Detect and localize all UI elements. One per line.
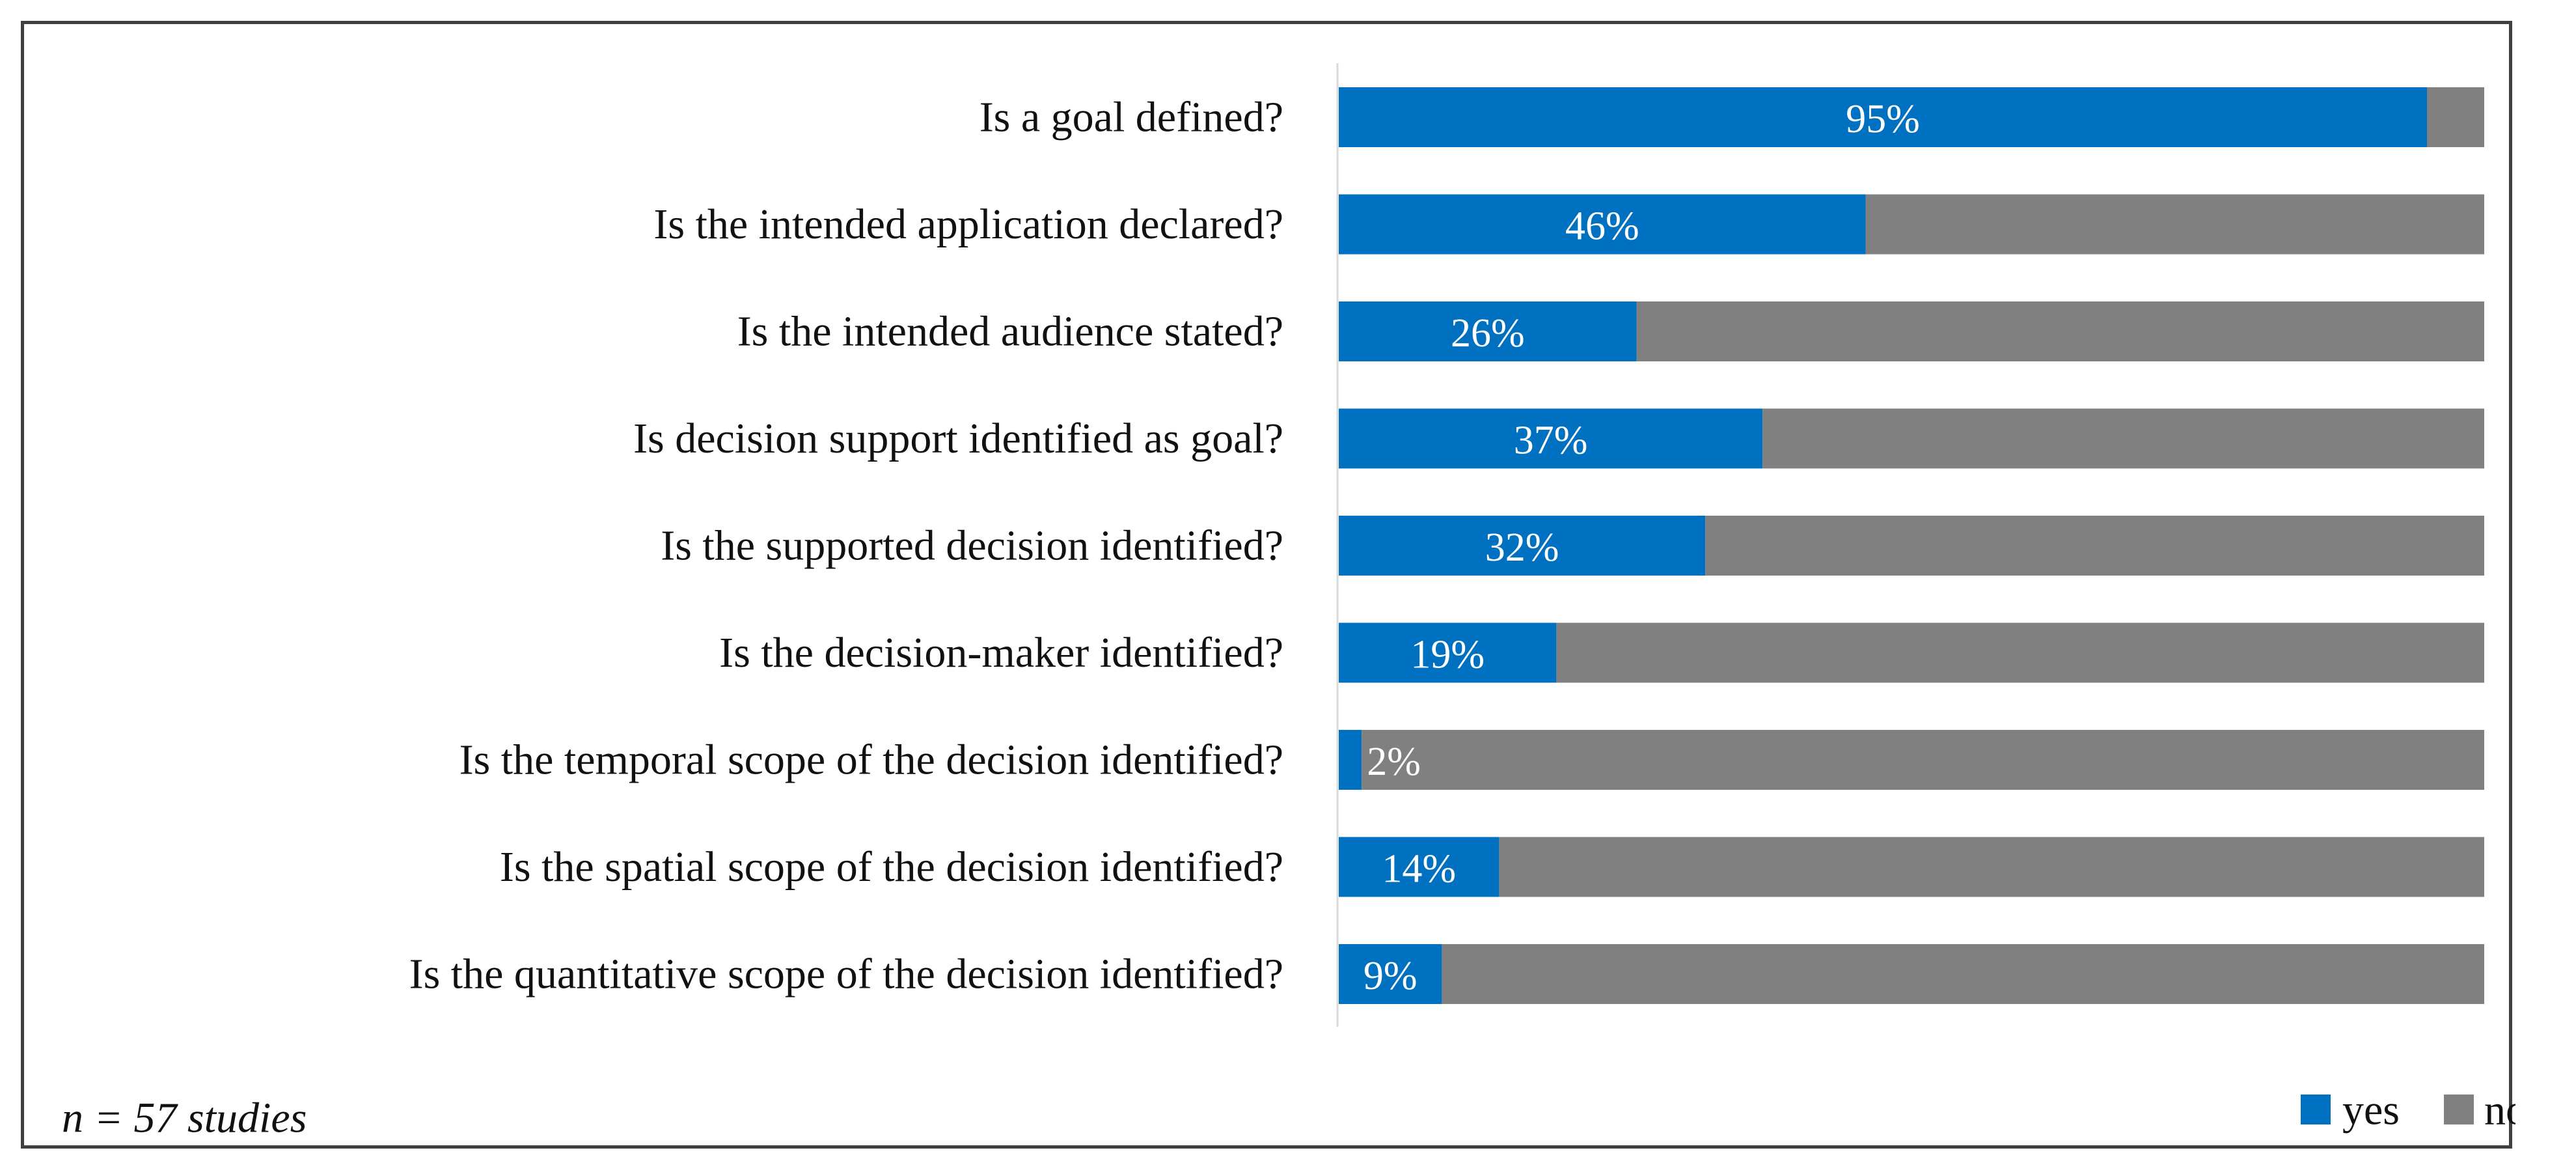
bar-no [1499,837,2484,897]
bar-yes [1339,622,1557,683]
category-label: Is the intended audience stated? [737,308,1283,356]
bar-no [1705,516,2484,576]
note: n = 57 studies [62,1095,307,1142]
bar-no [1762,408,2484,469]
bar-no [1442,944,2484,1004]
bar-no [1556,622,2484,683]
legend-label-no: no [2484,1087,2515,1134]
bar-no [2427,87,2484,147]
value-labels: 95% 46% 26% 37% 32% 19% 2% 14% 9% [1363,97,1920,998]
bar-yes [1339,944,1442,1004]
legend-swatch-yes [2301,1095,2331,1124]
bar-yes [1339,87,2427,147]
category-label: Is decision support identified as goal? [633,415,1283,462]
chart-frame: Is a goal defined? Is the intended applic… [21,21,2515,1149]
data-label: 2% [1367,740,1421,784]
bar-yes [1339,301,1637,361]
sample-size-note: n = 57 studies [62,1095,307,1142]
data-label: 14% [1382,847,1456,891]
bar-yes [1339,194,1866,255]
data-label: 26% [1451,311,1525,356]
bar-yes [1339,516,1706,576]
data-label: 46% [1565,204,1639,249]
bar-no [1865,194,2484,255]
data-label: 32% [1485,525,1559,570]
legend-swatch-no [2444,1095,2474,1124]
category-label: Is a goal defined? [980,94,1283,141]
bar-yes [1339,837,1500,897]
category-label: Is the temporal scope of the decision id… [459,736,1283,784]
bars-layer [1336,63,2484,1027]
bar-no [1362,730,2484,790]
bar-yes [1339,730,1362,790]
category-label: Is the decision-maker identified? [719,629,1283,677]
data-label: 9% [1363,954,1418,998]
bar-no [1636,301,2484,361]
chart-svg: Is a goal defined? Is the intended applic… [62,63,2515,1142]
data-label: 19% [1410,633,1485,677]
category-label: Is the intended application declared? [653,201,1283,248]
category-label: Is the spatial scope of the decision ide… [500,843,1283,891]
legend: yes no [2301,1087,2515,1134]
data-label: 95% [1846,97,1920,141]
legend-label-yes: yes [2342,1087,2400,1134]
category-label: Is the quantitative scope of the decisio… [409,951,1283,998]
data-label: 37% [1514,419,1588,463]
category-label: Is the supported decision identified? [661,522,1283,570]
bar-yes [1339,408,1763,469]
category-labels: Is a goal defined? Is the intended applic… [409,94,1283,998]
